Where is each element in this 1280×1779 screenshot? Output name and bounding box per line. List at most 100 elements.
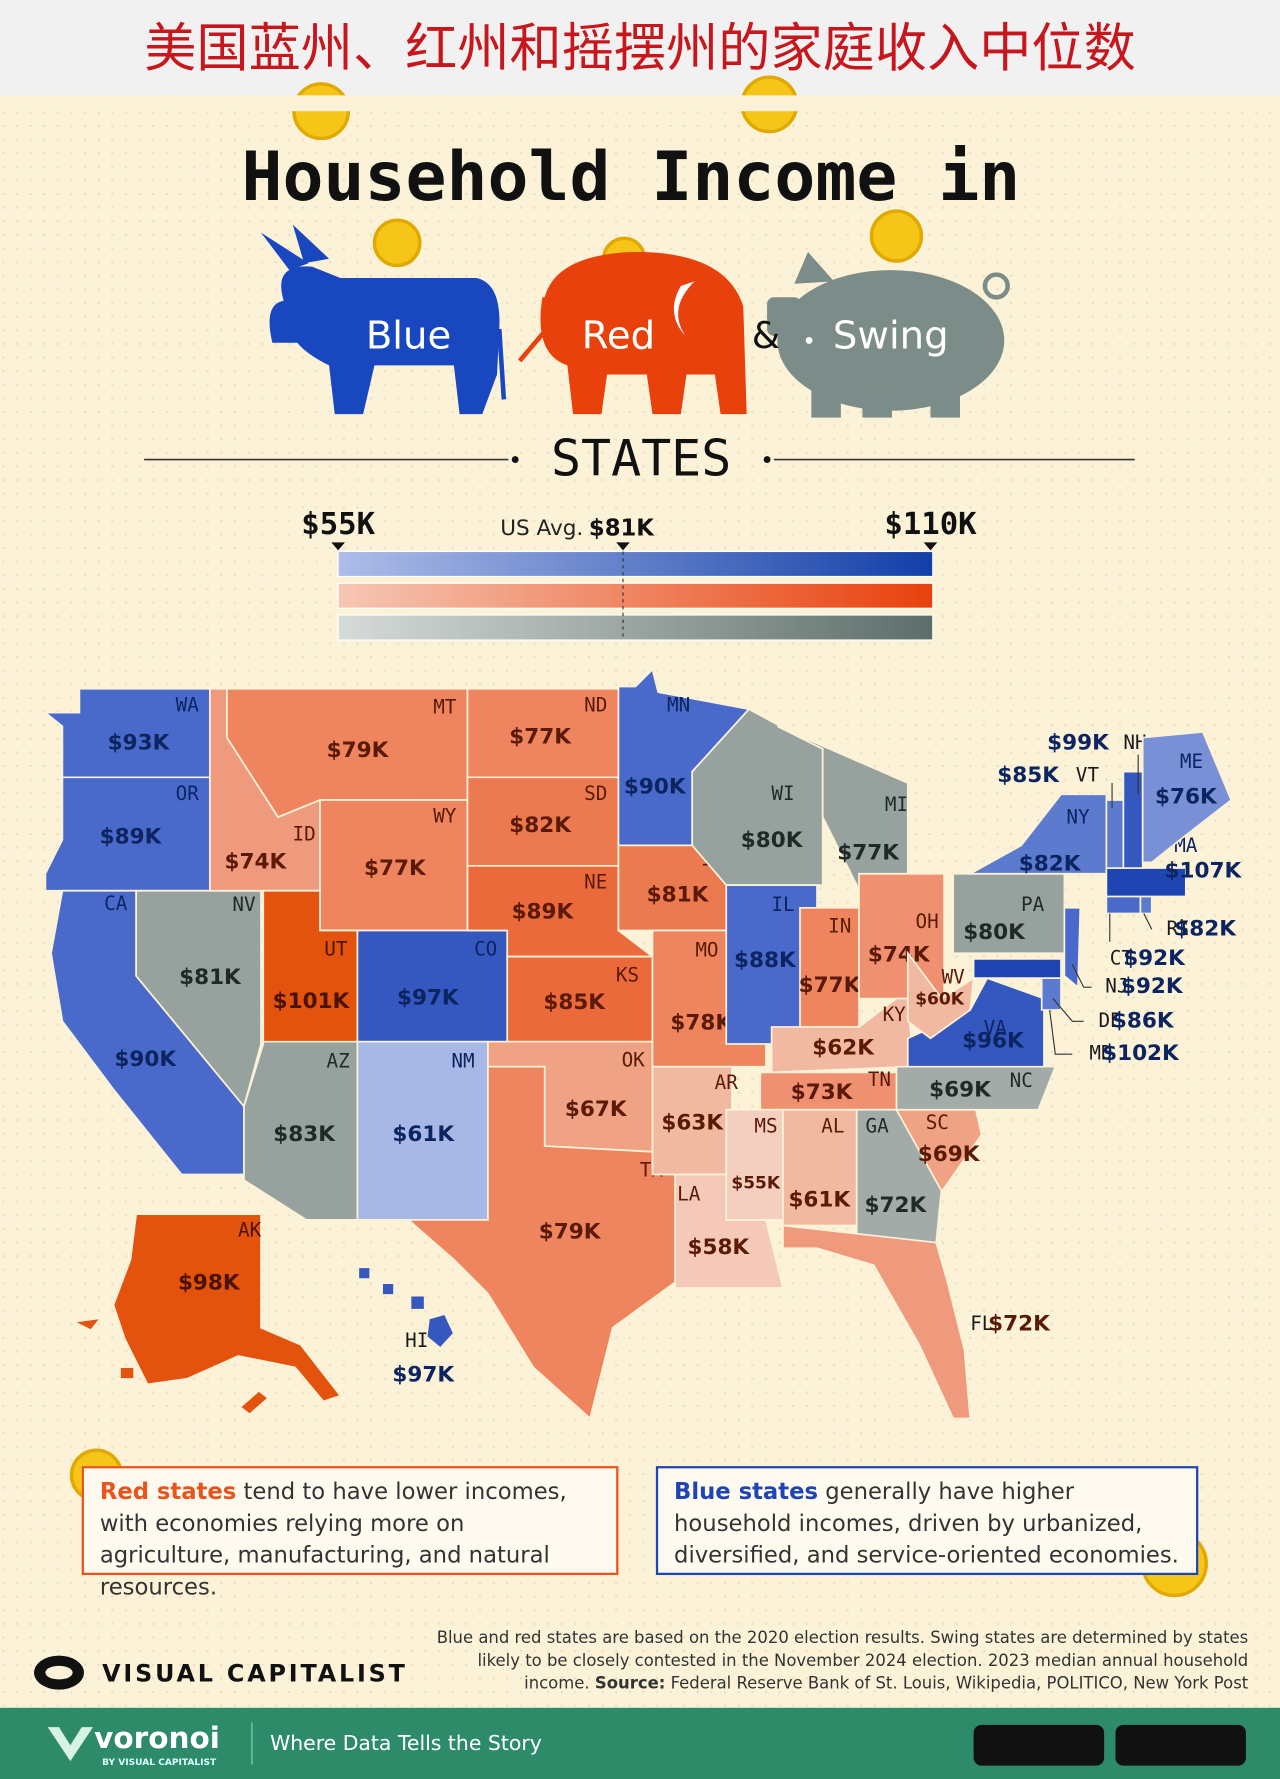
state-abbr: IN xyxy=(828,915,851,938)
state-income: $96K xyxy=(962,1029,1025,1054)
state-shape xyxy=(1139,895,1153,915)
state-abbr: CO xyxy=(474,937,497,960)
state-abbr: LA xyxy=(677,1182,701,1205)
header-band xyxy=(0,0,1280,96)
store-button[interactable] xyxy=(973,1724,1105,1766)
state-abbr: RI xyxy=(1167,917,1190,940)
legend-min: $55K xyxy=(301,507,375,542)
state-abbr: OR xyxy=(176,782,200,805)
state-income: $80K xyxy=(963,920,1026,945)
tagline: Where Data Tells the Story xyxy=(270,1731,542,1755)
state-income: $85K xyxy=(997,763,1060,788)
state-abbr: SD xyxy=(584,782,607,805)
state-abbr: MI xyxy=(885,793,908,816)
voronoi-name: voronoi xyxy=(94,1721,220,1755)
source-label: Source: xyxy=(594,1674,666,1694)
elephant xyxy=(517,236,747,415)
state-shape xyxy=(855,1108,943,1244)
state-abbr: OH xyxy=(915,910,938,933)
state-abbr: NC xyxy=(1010,1069,1033,1092)
store-button[interactable] xyxy=(1115,1724,1246,1766)
state-abbr: KY xyxy=(883,1003,907,1026)
state-shape xyxy=(410,1295,425,1311)
state-income: $77K xyxy=(509,725,572,750)
state-shape xyxy=(358,1266,371,1280)
state-abbr: MO xyxy=(695,938,718,961)
state-income: $82K xyxy=(509,813,572,838)
state-abbr: FL xyxy=(970,1312,993,1335)
leader-line xyxy=(1143,913,1153,930)
state-shape xyxy=(381,1282,395,1296)
map: WA$93K OR $89K CA $90K NV $81K ID $74K MT $79K WY $7… xyxy=(42,667,1243,1421)
note-red: Red states tend to have lower incomes, w… xyxy=(81,1466,619,1600)
state-shape xyxy=(1105,799,1125,869)
state-abbr: SC xyxy=(926,1111,949,1134)
state-income: $102K xyxy=(1102,1041,1180,1066)
logo-text: VISUAL CAPITALIST xyxy=(102,1659,408,1687)
state-income: $101K xyxy=(273,989,351,1014)
state-income: $97K xyxy=(397,986,460,1011)
state-income: $61K xyxy=(392,1122,455,1147)
state-income: $98K xyxy=(178,1270,241,1295)
state-abbr: ND xyxy=(584,693,607,716)
state-abbr: OK xyxy=(622,1048,646,1071)
state-income: $83K xyxy=(273,1122,336,1147)
leader-line xyxy=(1049,1009,1073,1055)
state-income: $80K xyxy=(741,828,804,853)
state-income: $67K xyxy=(565,1097,628,1122)
state-income: $69K xyxy=(918,1142,981,1167)
voronoi-by: BY VISUAL CAPITALIST xyxy=(102,1758,217,1768)
state-shape xyxy=(1105,895,1142,915)
state-abbr: AZ xyxy=(327,1050,350,1073)
state-income: $89K xyxy=(512,899,575,924)
state-shape xyxy=(119,1366,135,1380)
red-label: Red xyxy=(582,314,655,359)
state-income: $99K xyxy=(1047,730,1110,755)
state-abbr: MS xyxy=(754,1114,777,1137)
state-abbr: VT xyxy=(1076,764,1100,787)
state-shape xyxy=(1122,770,1144,869)
state-shape xyxy=(691,708,824,886)
state-shape xyxy=(906,950,975,1040)
state-income: $89K xyxy=(100,824,163,849)
state-income: $90K xyxy=(114,1047,177,1072)
state-income: $62K xyxy=(812,1036,875,1061)
state-income: $58K xyxy=(687,1235,750,1260)
rule-dot xyxy=(763,456,771,463)
state-income: $78K xyxy=(670,1011,733,1036)
legend-avg-label: US Avg. xyxy=(500,516,583,541)
state-income: $72K xyxy=(864,1193,927,1218)
state-abbr: NH xyxy=(1123,731,1146,754)
state-income: $93K xyxy=(108,730,171,755)
states-heading: STATES xyxy=(551,429,731,487)
state-income: $92K xyxy=(1123,946,1186,971)
state-income: $77K xyxy=(364,856,427,881)
state-abbr: WA xyxy=(176,693,200,716)
state-abbr: PA xyxy=(1021,893,1045,916)
state-income: $79K xyxy=(539,1219,602,1244)
state-shape xyxy=(406,1065,677,1421)
state-income: $60K xyxy=(915,990,965,1010)
pig xyxy=(767,209,1010,418)
state-shape xyxy=(1141,731,1233,864)
state-shape xyxy=(972,958,1062,980)
header-gap xyxy=(0,95,1280,112)
state-shape xyxy=(425,1313,455,1350)
state-income: $82K xyxy=(1174,916,1237,941)
note-lead: Red states xyxy=(99,1477,237,1505)
state-shape xyxy=(966,793,1108,875)
state-shape xyxy=(1105,867,1187,898)
state-shape xyxy=(782,1224,972,1420)
state-income: $69K xyxy=(929,1077,992,1102)
ampersand: & xyxy=(752,314,780,357)
state-income: $107K xyxy=(1165,858,1243,883)
legend-max: $110K xyxy=(884,507,977,542)
state-abbr: AR xyxy=(715,1071,739,1094)
state-income: $73K xyxy=(791,1080,854,1105)
note-blue: Blue states generally have higher househ… xyxy=(655,1466,1199,1576)
state-abbr: AK xyxy=(238,1219,262,1242)
state-abbr: ID xyxy=(293,823,316,846)
leader-line xyxy=(1071,964,1092,988)
state-abbr: TN xyxy=(868,1068,891,1091)
state-abbr: CA xyxy=(104,892,128,915)
